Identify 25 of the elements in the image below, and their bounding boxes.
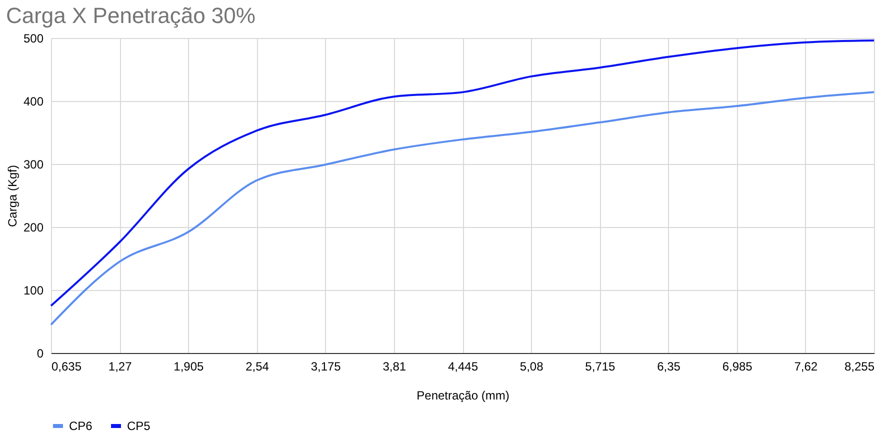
x-tick-label: 5,08 xyxy=(520,360,544,374)
y-tick-label: 400 xyxy=(23,94,44,108)
x-tick-label: 8,255 xyxy=(844,360,875,374)
x-tick-label: 3,81 xyxy=(382,360,406,374)
legend-label: CP5 xyxy=(127,419,151,433)
x-tick-label: 6,35 xyxy=(657,360,681,374)
x-tick-label: 1,27 xyxy=(108,360,132,374)
x-tick-label: 4,445 xyxy=(448,360,478,374)
x-tick-label: 6,985 xyxy=(722,360,753,374)
x-tick-label: 7,62 xyxy=(794,360,818,374)
chart-title: Carga X Penetração 30% xyxy=(6,3,256,28)
y-tick-label: 500 xyxy=(23,32,44,46)
x-tick-label: 2,54 xyxy=(246,360,270,374)
x-axis-title: Penetração (mm) xyxy=(416,388,510,402)
x-tick-label: 0,635 xyxy=(52,360,82,374)
legend-label: CP6 xyxy=(69,419,93,433)
y-axis-title: Carga (Kgf) xyxy=(5,164,20,228)
y-tick-label: 300 xyxy=(23,158,44,172)
y-tick-label: 200 xyxy=(23,220,44,234)
x-tick-label: 1,905 xyxy=(174,360,204,374)
line-series xyxy=(50,91,875,326)
x-tick-label: 5,715 xyxy=(585,360,616,374)
y-tick-label: 100 xyxy=(23,284,44,298)
x-tick-label: 3,175 xyxy=(310,360,342,374)
y-tick-label: 0 xyxy=(36,346,44,360)
